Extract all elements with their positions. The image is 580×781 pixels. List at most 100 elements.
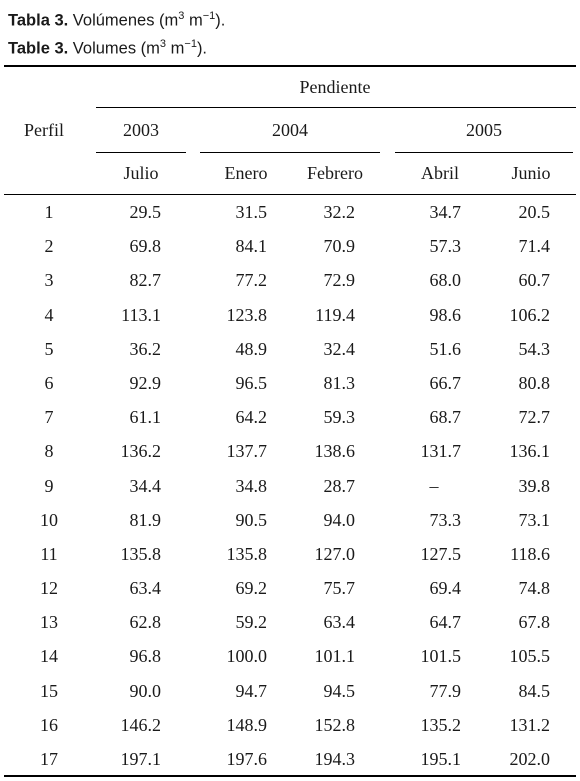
caption-unit-m: m [166,39,185,58]
cell-enero: 31.5 [235,202,268,222]
month-header-abril: Abril [421,163,459,183]
cell-julio: 136.2 [120,441,162,462]
caption-superscript-3: 3 [159,38,167,50]
table-row: 7 61.1 64.2 59.3 68.7 72.7 [0,405,580,439]
cell-enero: 59.2 [235,612,268,633]
cell-perfil: 11 [40,543,58,564]
cell-junio: 73.1 [518,509,551,530]
cell-enero: 100.0 [226,646,268,667]
cell-junio: 202.0 [509,749,551,769]
table-row: 1 29.5 31.5 32.2 34.7 20.5 [0,200,580,234]
caption-text-english: Volumes (m [68,39,160,58]
cell-perfil: 13 [40,612,58,633]
cell-julio: 135.8 [120,543,162,564]
table-row: 13 62.8 59.2 63.4 64.7 67.8 [0,610,580,644]
cell-perfil: 6 [44,372,54,393]
cell-febrero: 72.9 [323,270,356,291]
table-row: 10 81.9 90.5 94.0 73.3 73.1 [0,508,580,542]
cell-junio: 136.1 [509,441,551,462]
cell-febrero: 194.3 [314,749,356,769]
cell-junio: 67.8 [518,612,551,633]
cell-julio: 90.0 [129,680,162,701]
cell-junio: 54.3 [518,338,551,359]
table-bottom-rule [4,775,576,777]
cell-julio: 146.2 [120,714,162,735]
cell-julio: 96.8 [129,646,162,667]
cell-enero: 94.7 [235,680,268,701]
caption-close: ). [215,11,226,30]
cell-enero: 84.1 [235,236,268,257]
cell-enero: 197.6 [226,749,268,769]
cell-enero: 34.8 [235,475,268,496]
caption-label-english: Table 3. [8,39,69,58]
cell-febrero: 81.3 [323,372,356,393]
table-row: 15 90.0 94.7 94.5 77.9 84.5 [0,679,580,713]
caption-superscript-3: 3 [178,10,185,22]
cell-perfil: 17 [40,749,58,769]
cell-abril: 135.2 [420,714,462,735]
cell-abril: 68.0 [429,270,462,291]
cell-febrero: 119.4 [315,304,355,325]
group-header-rule [96,107,576,108]
cell-abril: 77.9 [429,680,462,701]
cell-julio: 92.9 [129,372,162,393]
cell-enero: 90.5 [235,509,268,530]
cell-enero: 137.7 [226,441,268,462]
cell-abril: 57.3 [429,236,462,257]
cell-julio: 82.7 [129,270,162,291]
cell-perfil: 8 [44,441,54,462]
table-row: 8 136.2 137.7 138.6 131.7 136.1 [0,439,580,473]
cell-julio: 63.4 [129,578,162,599]
cell-junio: 39.8 [518,475,551,496]
cell-abril: 131.7 [420,441,462,462]
cell-perfil: 16 [40,714,58,735]
table-caption-english: Table 3. Volumes (m3 m−1). [8,34,207,59]
cell-junio: 74.8 [518,578,551,599]
month-header-julio: Julio [123,163,159,183]
caption-superscript-minus1: −1 [202,10,216,22]
caption-text-spanish: Volúmenes (m [68,11,179,30]
cell-enero: 96.5 [235,372,268,393]
cell-enero: 148.9 [226,714,268,735]
cell-febrero: 152.8 [314,714,356,735]
cell-febrero: 32.2 [323,202,356,222]
cell-perfil: 12 [40,578,58,599]
cell-junio: 118.6 [510,543,550,564]
cell-abril: 127.5 [420,543,462,564]
cell-perfil: 5 [44,338,54,359]
table-body: 1 29.5 31.5 32.2 34.7 20.5 2 69.8 84.1 70.9 57.3 71… [0,200,580,781]
month-header-febrero: Febrero [307,163,363,183]
table-row: 3 82.7 77.2 72.9 68.0 60.7 [0,268,580,302]
cell-febrero: 63.4 [323,612,356,633]
caption-superscript-minus1: −1 [184,38,197,50]
cell-enero: 123.8 [226,304,268,325]
table-row: 11 135.8 135.8 127.0 127.5 118.6 [0,542,580,576]
cell-febrero: 28.7 [323,475,356,496]
year-header-2004: 2004 [272,120,308,140]
cell-julio: 197.1 [120,749,162,769]
cell-perfil: 15 [40,680,58,701]
table-row: 2 69.8 84.1 70.9 57.3 71.4 [0,234,580,268]
cell-junio: 105.5 [509,646,551,667]
month-header-junio: Junio [511,163,551,183]
year-2003-rule [96,152,186,153]
year-2004-rule [200,152,380,153]
cell-perfil: 3 [44,270,54,291]
cell-junio: 106.2 [509,304,551,325]
cell-abril: 73.3 [429,509,462,530]
cell-febrero: 127.0 [314,543,356,564]
cell-abril: 51.6 [429,338,462,359]
table-row: 16 146.2 148.9 152.8 135.2 131.2 [0,713,580,747]
cell-julio: 61.1 [129,407,162,428]
cell-junio: 20.5 [518,202,551,222]
cell-abril: 66.7 [429,372,462,393]
cell-perfil: 2 [44,236,54,257]
header-bottom-rule [4,194,576,195]
cell-febrero: 70.9 [323,236,356,257]
cell-febrero: 75.7 [323,578,356,599]
cell-abril: 64.7 [429,612,462,633]
table-top-rule [4,65,576,67]
cell-abril: 195.1 [420,749,462,769]
group-header-pendiente: Pendiente [299,77,371,97]
cell-enero: 64.2 [235,407,268,428]
